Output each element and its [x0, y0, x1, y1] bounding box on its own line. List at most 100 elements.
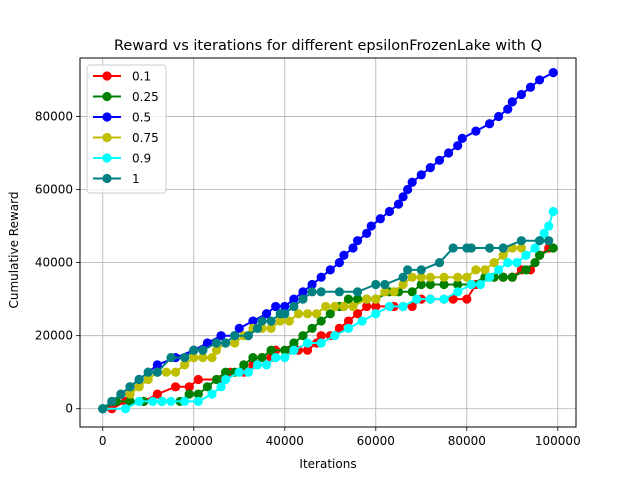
data-point: [466, 243, 476, 253]
data-point: [343, 323, 354, 333]
data-point: [507, 272, 517, 282]
data-point: [334, 323, 344, 333]
data-point: [189, 352, 199, 363]
data-point: [494, 265, 504, 275]
data-point: [184, 382, 194, 392]
legend-entry: 0.1: [93, 70, 151, 84]
data-point: [362, 294, 372, 304]
data-point: [389, 287, 399, 297]
legend-label: 0.9: [132, 152, 151, 166]
data-point: [302, 309, 313, 319]
legend-label: 1: [132, 172, 140, 186]
data-point: [512, 257, 522, 268]
data-point: [189, 345, 199, 355]
data-point: [516, 236, 526, 246]
data-point: [261, 309, 272, 319]
data-point: [534, 236, 545, 246]
data-point: [439, 279, 449, 290]
legend-box: [86, 64, 167, 194]
data-point: [275, 316, 285, 326]
data-point: [475, 279, 486, 290]
data-point: [280, 301, 290, 312]
data-point: [221, 338, 231, 348]
data-point: [362, 228, 372, 238]
data-point: [434, 155, 445, 165]
data-point: [193, 396, 203, 407]
data-point: [107, 396, 117, 407]
data-point: [425, 294, 435, 304]
y-tick-label: 60000: [35, 183, 73, 197]
data-point: [439, 272, 449, 282]
data-point: [134, 396, 144, 407]
data-point: [462, 272, 472, 282]
data-point: [125, 396, 135, 407]
data-point: [425, 279, 435, 290]
legend-swatch-marker: [102, 173, 112, 184]
data-point: [198, 345, 208, 355]
data-point: [134, 382, 144, 392]
data-point: [180, 396, 190, 407]
data-point: [230, 338, 240, 348]
data-point: [457, 133, 467, 143]
data-point: [339, 301, 349, 312]
data-point: [170, 382, 181, 392]
data-point: [357, 316, 367, 326]
data-point: [243, 331, 253, 341]
data-point: [330, 331, 340, 341]
series-0.9: [98, 206, 558, 414]
data-point: [352, 294, 363, 304]
data-point: [266, 345, 276, 355]
data-point: [398, 192, 408, 202]
data-point: [534, 75, 545, 85]
data-point: [243, 367, 253, 377]
data-point: [143, 367, 153, 377]
data-point: [393, 199, 404, 209]
x-tick-label: 0: [99, 434, 107, 448]
data-point: [425, 163, 435, 173]
data-point: [412, 294, 422, 304]
data-point: [312, 309, 322, 319]
data-point: [257, 352, 267, 363]
data-point: [480, 265, 490, 275]
data-point: [202, 382, 213, 392]
data-point: [548, 243, 558, 253]
data-point: [371, 294, 381, 304]
data-point: [298, 287, 308, 297]
data-point: [152, 360, 162, 370]
data-point: [462, 294, 472, 304]
data-point: [161, 367, 172, 377]
data-point: [521, 250, 531, 260]
data-point: [416, 170, 426, 180]
data-point: [307, 279, 317, 290]
data-point: [302, 338, 313, 348]
data-point: [198, 352, 208, 363]
data-point: [211, 345, 222, 355]
data-point: [443, 148, 454, 158]
legend-swatch-marker: [102, 71, 112, 81]
data-point: [302, 345, 313, 355]
legend-entry: 1: [93, 172, 140, 186]
data-point: [398, 279, 408, 290]
data-point: [152, 367, 162, 377]
data-point: [207, 389, 217, 399]
data-point: [148, 396, 158, 407]
data-point: [157, 396, 167, 407]
data-point: [507, 97, 517, 107]
data-point: [261, 360, 272, 370]
data-point: [166, 352, 176, 363]
data-point: [471, 265, 481, 275]
data-point: [498, 243, 508, 253]
legend-swatch-marker: [102, 91, 112, 102]
data-point: [448, 243, 458, 253]
data-point: [239, 360, 249, 370]
data-point: [434, 257, 445, 268]
data-point: [234, 323, 244, 333]
data-point: [180, 352, 190, 363]
data-point: [307, 287, 317, 297]
data-point: [352, 236, 363, 246]
data-point: [334, 257, 344, 268]
data-point: [293, 309, 304, 319]
data-point: [448, 294, 458, 304]
data-point: [384, 206, 395, 217]
